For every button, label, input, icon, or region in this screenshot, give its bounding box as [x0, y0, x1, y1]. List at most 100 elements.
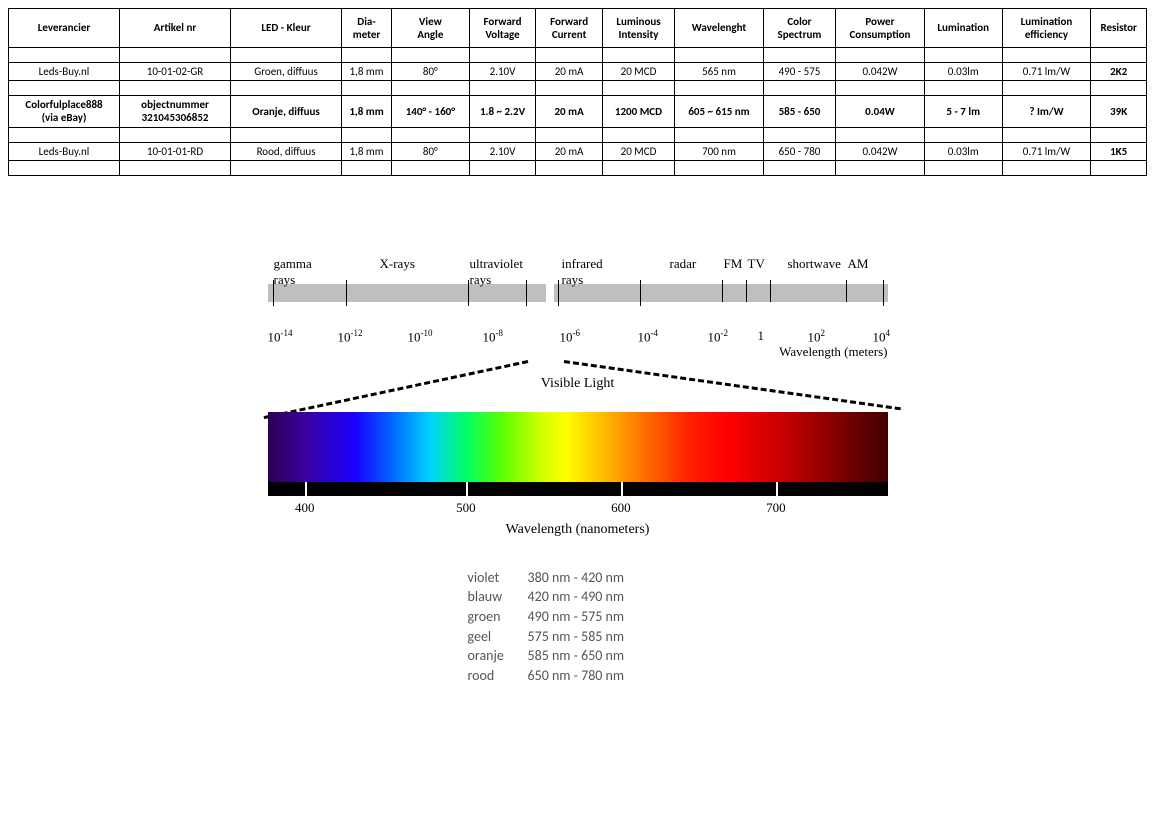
em-tick [468, 280, 469, 306]
color-range-row: geel575 nm - 585 nm [468, 627, 688, 647]
table-cell: 20 mA [536, 63, 603, 81]
wavelength-meters-axis: 10-1410-1210-1010-810-610-410-21102104 W… [268, 328, 888, 354]
spectrum-tick [621, 482, 623, 496]
spacer-row [9, 127, 1147, 142]
table-cell: ? Im/W [1002, 96, 1091, 127]
wavelength-tick: 102 [808, 328, 826, 345]
column-header: ColorSpectrum [763, 9, 835, 48]
table-row: Colorfulplace888(via eBay)objectnummer32… [9, 96, 1147, 127]
em-tick [846, 280, 847, 302]
table-cell: Groen, diffuus [231, 63, 342, 81]
column-header: Wavelenght [675, 9, 764, 48]
table-cell: 0.04W [836, 96, 925, 127]
table-cell: 1,8 mm [342, 96, 392, 127]
em-band-label: infraredrays [562, 256, 603, 288]
column-header: Resistor [1091, 9, 1147, 48]
table-cell: Oranje, diffuus [231, 96, 342, 127]
column-header: LED - Kleur [231, 9, 342, 48]
color-name: geel [468, 627, 528, 647]
em-spectrum-diagram: gammaraysX-raysultravioletraysinfraredra… [268, 256, 888, 686]
table-header-row: LeverancierArtikel nrLED - KleurDia-mete… [9, 9, 1147, 48]
color-name: groen [468, 607, 528, 627]
spectrum-axis-label: Wavelength (nanometers) [268, 522, 888, 538]
color-range-row: blauw420 nm - 490 nm [468, 587, 688, 607]
em-tick [558, 280, 559, 306]
spectrum-tick [776, 482, 778, 496]
column-header: Luminationefficiency [1002, 9, 1091, 48]
table-cell: Colorfulplace888(via eBay) [9, 96, 120, 127]
table-cell: 565 nm [675, 63, 764, 81]
color-range: 585 nm - 650 nm [528, 646, 625, 666]
em-tick [640, 280, 641, 306]
table-cell: 2.10V [469, 142, 536, 160]
table-cell: Leds-Buy.nl [9, 142, 120, 160]
column-header: Lumination [924, 9, 1002, 48]
wavelength-tick: 10-10 [408, 328, 433, 345]
table-cell: 605 ~ 615 nm [675, 96, 764, 127]
em-band-label: gammarays [274, 256, 312, 288]
spacer-row [9, 48, 1147, 63]
wavelength-tick: 10-8 [483, 328, 504, 345]
em-band-label: FM [724, 256, 743, 272]
table-cell: 20 MCD [602, 142, 674, 160]
column-header: LuminousIntensity [602, 9, 674, 48]
table-cell: 39K [1091, 96, 1147, 127]
table-cell: 0.042W [836, 142, 925, 160]
spectrum-tick [305, 482, 307, 496]
table-cell: 20 mA [536, 142, 603, 160]
spectrum-tick-labels: 400500600700 [268, 500, 888, 520]
em-tick [526, 280, 527, 306]
table-cell: 0.03lm [924, 63, 1002, 81]
table-cell: 650 - 780 [763, 142, 835, 160]
em-tick [746, 280, 747, 302]
color-range-list: violet380 nm - 420 nmblauw420 nm - 490 n… [468, 568, 688, 686]
color-range-row: rood650 nm - 780 nm [468, 666, 688, 686]
table-cell: 10-01-01-RD [120, 142, 231, 160]
color-range: 490 nm - 575 nm [528, 607, 625, 627]
wavelength-tick: 104 [873, 328, 891, 345]
spacer-row [9, 160, 1147, 175]
color-range-row: oranje585 nm - 650 nm [468, 646, 688, 666]
column-header: ForwardVoltage [469, 9, 536, 48]
wavelength-tick: 10-14 [268, 328, 293, 345]
table-row: Leds-Buy.nl10-01-02-GRGroen, diffuus1,8 … [9, 63, 1147, 81]
table-cell: 2.10V [469, 63, 536, 81]
table-cell: 1200 MCD [602, 96, 674, 127]
table-cell: 5 - 7 lm [924, 96, 1002, 127]
table-cell: 20 mA [536, 96, 603, 127]
em-tick [770, 280, 771, 302]
wavelength-tick: 10-6 [560, 328, 581, 345]
spectrum-tick-base [268, 482, 888, 496]
table-cell: 140° - 160° [392, 96, 470, 127]
visible-light-title: Visible Light [268, 376, 888, 392]
em-band-label: radar [670, 256, 697, 272]
column-header: ForwardCurrent [536, 9, 603, 48]
zoom-indicator: Visible Light [268, 354, 888, 412]
em-band-label: TV [748, 256, 765, 272]
table-row: Leds-Buy.nl10-01-01-RDRood, diffuus1,8 m… [9, 142, 1147, 160]
column-header: Dia-meter [342, 9, 392, 48]
table-cell: 490 - 575 [763, 63, 835, 81]
table-cell: 0.042W [836, 63, 925, 81]
led-spec-table: LeverancierArtikel nrLED - KleurDia-mete… [8, 8, 1147, 176]
em-band-label: shortwave [788, 256, 841, 272]
wavelength-tick: 10-4 [638, 328, 659, 345]
em-band-label: AM [848, 256, 869, 272]
spectrum-tick-label: 400 [295, 500, 315, 516]
visible-spectrum-gradient [268, 412, 888, 482]
color-range-row: violet380 nm - 420 nm [468, 568, 688, 588]
table-cell: 10-01-02-GR [120, 63, 231, 81]
color-name: oranje [468, 646, 528, 666]
table-cell: 2K2 [1091, 63, 1147, 81]
color-range: 420 nm - 490 nm [528, 587, 625, 607]
wavelength-tick: 1 [758, 328, 765, 344]
table-cell: 80° [392, 142, 470, 160]
table-cell: Rood, diffuus [231, 142, 342, 160]
table-cell: 0.03lm [924, 142, 1002, 160]
table-cell: Leds-Buy.nl [9, 63, 120, 81]
table-cell: 1,8 mm [342, 142, 392, 160]
spectrum-tick [466, 482, 468, 496]
table-cell: 585 - 650 [763, 96, 835, 127]
em-band-label: X-rays [380, 256, 415, 272]
wavelength-tick: 10-2 [708, 328, 729, 345]
